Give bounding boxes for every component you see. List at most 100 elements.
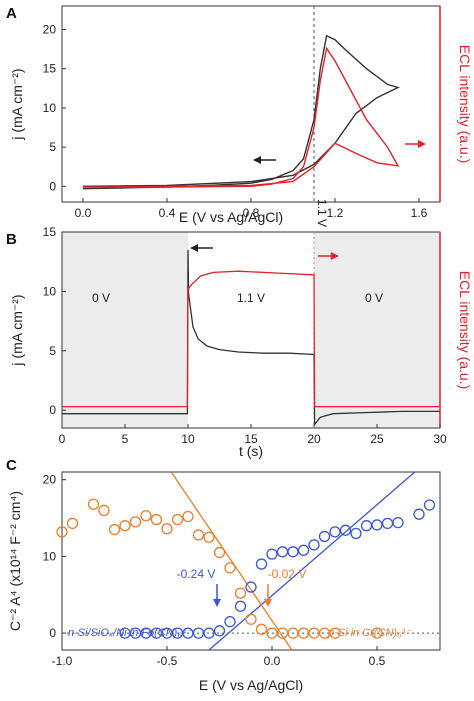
panel-c-point-blue [308, 539, 320, 551]
panel-b-shade-left [62, 232, 188, 428]
panel-c-legend-left: n-Si/SiOₓ/Ni in Fe(CN)₆⁴⁻ [68, 627, 194, 639]
panel-c: C -1.0 -0.5 0.0 0.5 0 10 20 -0.24 V -0.02 V n-… [6, 457, 441, 693]
panel-b-shade-right [314, 232, 440, 428]
panel-b-region-2: 1.1 V [237, 291, 265, 305]
panel-c-point-orange [224, 562, 236, 574]
panel-b-region-3: 0 V [365, 291, 383, 305]
panel-b-ylabel: j (mA cm⁻²) [9, 294, 25, 366]
panel-b-region-1: 0 V [92, 291, 110, 305]
panel-c-point-orange [129, 516, 142, 528]
panel-c-xtick-label: -1.0 [52, 654, 73, 668]
panel-c-ylabel: C⁻² A⁴ (x10¹⁴ F⁻² cm⁴) [7, 491, 23, 631]
panel-c-annotation-orange: -0.02 V [268, 567, 307, 581]
panel-c-arrow-orange-head [264, 599, 272, 607]
panel-c-point-orange [213, 546, 226, 559]
panel-c-point-orange [150, 513, 163, 526]
panel-b-label: B [6, 231, 17, 248]
panel-a-current-line [82, 34, 400, 190]
panel-c-point-blue [371, 519, 383, 531]
panel-c-point-orange [171, 513, 184, 526]
panel-a-ecl-line [82, 46, 400, 188]
panel-c-xtick-label: 0.0 [264, 654, 281, 668]
panel-c-xtick-label: 0.5 [369, 654, 386, 668]
panel-a-ytick-label: 10 [43, 101, 57, 115]
panel-c-xtick-label: -0.5 [157, 654, 178, 668]
panel-a-xtick-label: 0.8 [243, 206, 260, 220]
panel-c-annotation-blue: -0.24 V [177, 567, 216, 581]
panel-a-xtick-label: 0.0 [75, 206, 92, 220]
panel-c-point-blue [297, 544, 310, 556]
panel-c-point-orange [182, 510, 194, 523]
panel-b-xtick-label: 0 [59, 432, 66, 446]
panel-c-point-orange [161, 523, 173, 535]
panel-b-xtick-label: 25 [370, 432, 384, 446]
panel-a-ytick-label: 15 [43, 62, 57, 76]
panel-c-point-blue [339, 524, 352, 536]
panel-c-point-orange [192, 529, 205, 541]
panel-b-current-line [62, 249, 440, 427]
panel-c-point-orange [140, 510, 152, 522]
panel-c-fit-blue [208, 471, 416, 651]
panel-c-frame [61, 471, 441, 651]
panel-a-xlabel: E (V vs Ag/AgCl) [179, 209, 283, 225]
panel-b-ytick-label: 0 [49, 403, 56, 417]
panel-a-y2label: ECL intensity (a.u.) [457, 45, 473, 164]
panel-c-point-blue [287, 546, 299, 558]
panel-b-xtick-label: 15 [244, 432, 258, 446]
panel-c-point-blue [413, 508, 425, 520]
panel-c-point-blue [266, 548, 278, 560]
panel-b-arrow-ecl-head [331, 252, 339, 260]
panel-b-xlabel: t (s) [239, 443, 263, 459]
panel-c-point-blue [276, 546, 289, 558]
panel-c-point-orange [119, 520, 131, 532]
panel-b: B 0 5 10 15 20 25 30 0 5 10 15 0 V 1.1 V 0 V t (s)… [6, 225, 473, 459]
panel-b-xtick-label: 30 [433, 432, 447, 446]
panel-c-point-orange [98, 504, 110, 517]
panel-c-point-blue [255, 558, 268, 570]
panel-b-ytick-label: 10 [43, 284, 57, 298]
panel-c-ytick-label: 20 [43, 473, 57, 487]
panel-a-ylabel: j (mA cm⁻²) [9, 68, 25, 140]
panel-c-point-blue [318, 530, 331, 543]
panel-a-arrow-ecl-head [418, 140, 426, 148]
panel-c-xlabel: E (V vs Ag/AgCl) [199, 677, 303, 693]
panel-c-point-blue [224, 615, 236, 628]
panel-c-point-orange [108, 523, 121, 536]
panel-b-arrow-current-head [190, 244, 198, 252]
panel-c-point-blue [350, 527, 362, 540]
panel-b-y2label: ECL intensity (a.u.) [457, 271, 473, 390]
panel-b-xtick-label: 5 [122, 432, 129, 446]
panel-a-xtick-label: 1.6 [411, 206, 428, 220]
panel-c-ytick-label: 10 [43, 549, 57, 563]
panel-c-point-orange [203, 531, 215, 543]
panel-c-point-blue [381, 517, 394, 530]
panel-c-point-blue [203, 627, 215, 639]
panel-c-arrow-blue-head [213, 599, 221, 607]
panel-b-ytick-label: 15 [43, 225, 57, 239]
panel-c-ytick-label: 0 [49, 626, 56, 640]
panel-a-arrow-current-head [253, 156, 261, 164]
panel-a-xtick-label: 0.4 [159, 206, 176, 220]
panel-c-point-orange [329, 627, 341, 639]
panel-b-ecl-line [62, 270, 440, 408]
panel-c-fit-orange [170, 471, 293, 651]
panel-a-xtick-label: 1.2 [327, 206, 344, 220]
panel-c-point-blue [360, 520, 373, 532]
panel-b-xtick-label: 10 [181, 432, 195, 446]
panel-c-point-blue [329, 526, 341, 538]
panel-c-point-orange [371, 627, 383, 639]
panel-c-point-orange [234, 587, 247, 599]
panel-a-label: A [6, 5, 17, 22]
panel-a-frame [61, 5, 441, 203]
panel-a: A 0.0 0.4 0.8 1.2 1.6 0 5 10 15 20 1.1 V E (V vs … [6, 5, 473, 227]
panel-b-ytick-label: 5 [49, 344, 56, 358]
panel-a-ytick-label: 5 [49, 140, 56, 154]
panel-c-point-orange [87, 498, 100, 510]
panel-c-point-orange [255, 623, 268, 635]
panel-c-point-blue [423, 499, 436, 511]
panel-c-legend-right: p-Si in Cr(CN)₆³⁻ [327, 627, 412, 639]
panel-b-xtick-label: 20 [307, 432, 321, 446]
panel-a-ytick-label: 0 [49, 179, 56, 193]
panel-c-label: C [6, 457, 17, 474]
